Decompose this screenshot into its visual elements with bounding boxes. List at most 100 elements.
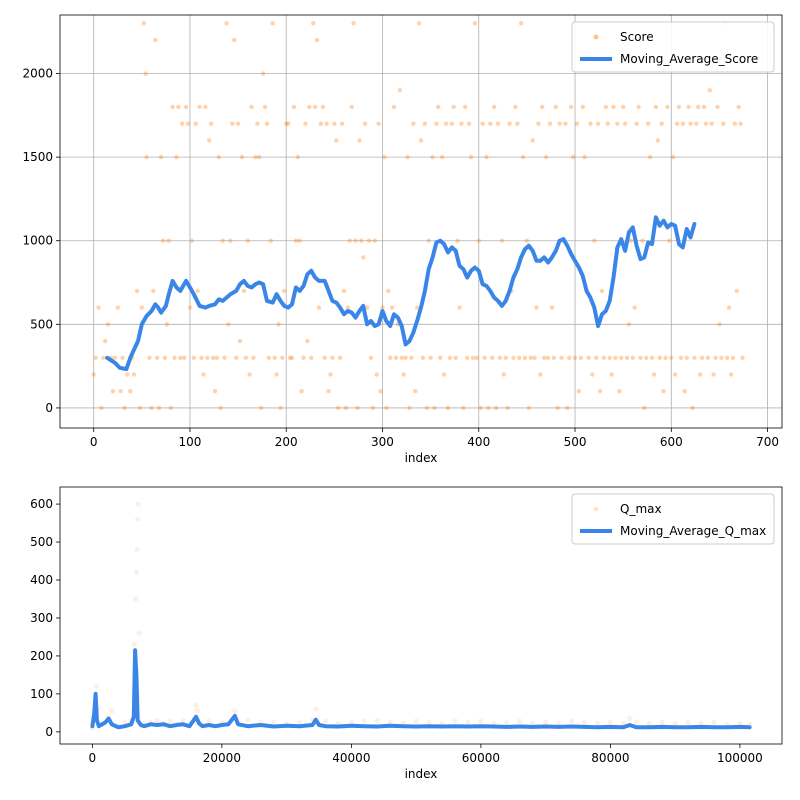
data-point	[376, 121, 381, 126]
data-point	[249, 104, 254, 110]
data-point	[572, 355, 578, 360]
data-point	[362, 121, 368, 126]
data-point	[740, 355, 745, 360]
data-point	[178, 355, 183, 360]
data-point	[168, 405, 173, 411]
data-point	[516, 355, 522, 360]
data-point	[348, 719, 354, 725]
data-point	[613, 355, 618, 360]
data-point	[258, 405, 264, 411]
data-point	[197, 104, 202, 110]
data-point	[91, 372, 96, 377]
data-point	[698, 720, 704, 727]
data-point	[296, 719, 303, 725]
data-point	[310, 21, 316, 26]
data-point	[503, 355, 508, 360]
data-point	[151, 288, 156, 294]
data-point	[461, 405, 466, 411]
x-tick-label: 400	[467, 435, 490, 449]
data-point	[262, 104, 268, 110]
data-point	[268, 238, 274, 243]
data-point	[214, 355, 220, 360]
data-point	[565, 405, 570, 411]
data-point	[241, 288, 247, 294]
x-tick-label: 700	[756, 435, 779, 449]
data-point	[671, 154, 676, 160]
data-point	[488, 121, 493, 126]
data-point	[345, 305, 351, 310]
data-point	[634, 121, 639, 126]
x-tick-label: 500	[564, 435, 587, 449]
data-point	[443, 121, 449, 126]
data-point	[697, 372, 703, 377]
data-point	[212, 389, 218, 394]
data-point	[131, 372, 137, 377]
data-point	[640, 238, 645, 243]
data-point	[128, 389, 133, 394]
y-tick-label: 200	[30, 649, 53, 663]
data-point	[715, 104, 720, 110]
x-tick-label: 100000	[717, 751, 763, 765]
data-point	[465, 355, 470, 360]
data-point	[399, 355, 404, 360]
data-point	[183, 104, 189, 110]
data-point	[382, 154, 387, 160]
data-point	[622, 121, 628, 126]
data-point	[426, 719, 432, 725]
data-point	[370, 405, 376, 411]
data-point	[285, 121, 291, 126]
data-point	[617, 389, 622, 394]
data-point	[568, 718, 575, 724]
data-point	[424, 405, 429, 411]
data-point	[233, 355, 239, 360]
data-point	[305, 338, 310, 344]
x-tick-label: 80000	[591, 751, 629, 765]
data-point	[484, 154, 489, 160]
data-point	[193, 121, 198, 126]
data-point	[515, 121, 520, 126]
x-tick-label: 20000	[203, 751, 241, 765]
data-point	[676, 104, 682, 110]
moving-average-line	[105, 215, 697, 372]
data-point	[627, 715, 633, 722]
data-point	[166, 238, 171, 243]
data-point	[374, 717, 380, 724]
legend-label: Moving_Average_Score	[620, 52, 758, 66]
data-point	[540, 104, 545, 110]
x-tick-label: 40000	[332, 751, 370, 765]
plot-frame	[59, 14, 783, 429]
data-point	[581, 719, 588, 725]
data-point	[199, 355, 204, 360]
data-point	[707, 88, 712, 93]
data-point	[543, 719, 549, 725]
data-point	[504, 719, 510, 725]
x-tick-label: 600	[660, 435, 683, 449]
legend-label: Score	[620, 30, 654, 44]
data-point	[232, 37, 237, 43]
data-point	[167, 718, 173, 724]
data-point	[620, 104, 626, 110]
legend-label: Q_max	[620, 502, 662, 516]
data-point	[466, 121, 472, 126]
data-point	[526, 405, 532, 411]
data-point	[567, 355, 572, 360]
data-point	[389, 305, 395, 310]
data-point	[141, 21, 146, 26]
data-point	[680, 121, 686, 126]
data-point	[499, 238, 505, 243]
data-point	[501, 372, 506, 377]
data-point	[160, 238, 166, 243]
data-point	[407, 405, 412, 411]
data-point	[545, 355, 551, 360]
data-point	[255, 121, 260, 126]
data-point	[719, 355, 724, 360]
data-point	[713, 355, 718, 360]
data-point	[232, 708, 238, 714]
data-point	[322, 355, 327, 360]
data-point	[682, 389, 687, 394]
data-point	[293, 238, 299, 243]
data-point	[568, 104, 574, 110]
data-point	[452, 717, 458, 724]
data-point	[595, 121, 601, 126]
